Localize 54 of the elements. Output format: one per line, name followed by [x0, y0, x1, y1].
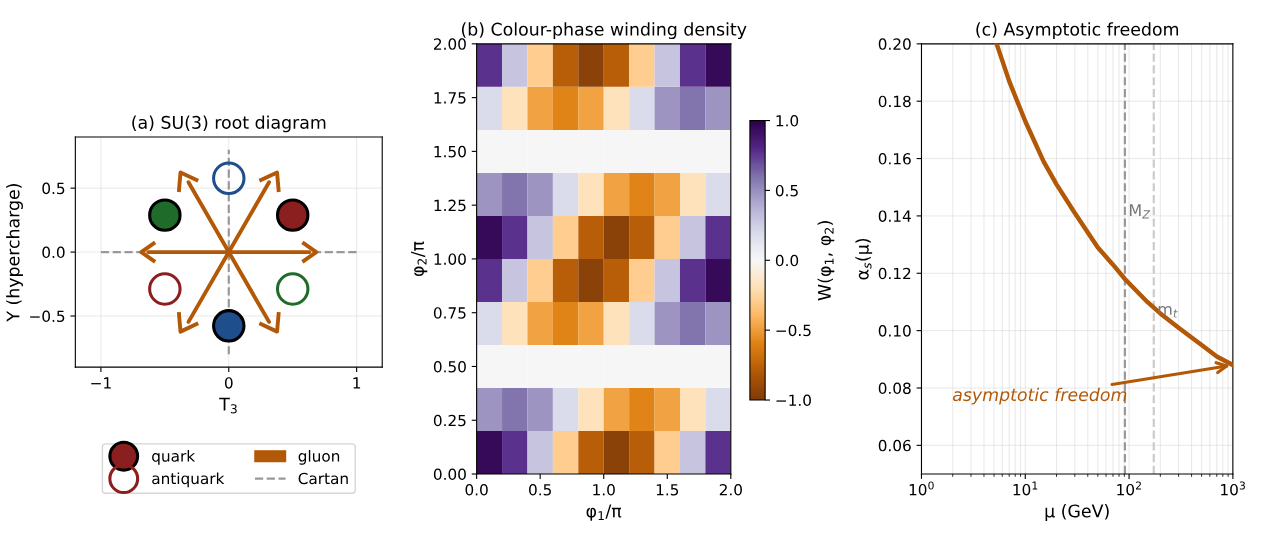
- x-axis-title: μ (GeV): [1045, 504, 1109, 521]
- color-bar-label: −1.0: [776, 394, 811, 407]
- ref-line-label: m$_{t}$: [1158, 305, 1178, 318]
- y-tick-label: −0.5: [30, 310, 65, 323]
- annotation: asymptotic freedom: [952, 387, 1127, 405]
- x-tick-label: 10$^{0}$: [909, 481, 934, 496]
- x-tick-label: 1.5: [656, 484, 679, 496]
- y-tick-label: 0.12: [878, 267, 911, 280]
- legend-label: Cartan: [298, 472, 348, 485]
- y-tick-label: 0.5: [42, 182, 65, 195]
- chart-title: (c) Asymptotic freedom: [976, 22, 1179, 40]
- y-tick-label: 0.50: [433, 360, 466, 373]
- y-tick-label: 0.14: [878, 210, 911, 222]
- x-tick-label: 2.0: [719, 484, 742, 496]
- y-tick-label: 0.20: [878, 38, 911, 50]
- y-axis-title: Y (hypercharge): [6, 184, 23, 322]
- y-tick-label: 0.25: [433, 414, 466, 427]
- x-tick-label: 10$^{2}$: [1117, 481, 1141, 496]
- y-tick-label: 0.18: [878, 95, 911, 108]
- x-tick-label: 0.0: [465, 484, 488, 496]
- x-tick-label: 1.0: [593, 484, 615, 496]
- x-tick-label: 1: [353, 377, 361, 389]
- x-tick-label: 10$^{1}$: [1013, 481, 1038, 496]
- x-tick-label: 10$^{3}$: [1221, 481, 1245, 496]
- y-tick-label: 1.00: [434, 253, 466, 265]
- y-tick-label: 0.75: [433, 307, 466, 319]
- color-bar-label: −0.5: [776, 324, 811, 337]
- x-axis-title: φ$_{1}$/π: [586, 504, 622, 521]
- y-axis-title: α$_{s}$(μ): [855, 238, 873, 280]
- x-tick-label: 0.5: [529, 484, 551, 496]
- y-tick-label: 0.0: [42, 246, 65, 259]
- y-tick-label: 1.50: [434, 145, 466, 158]
- legend-label: antiquark: [152, 472, 225, 488]
- y-tick-label: 0.08: [878, 382, 911, 395]
- y-axis-title: φ$_{2}$/π: [411, 241, 428, 277]
- y-tick-label: 0.00: [433, 468, 466, 481]
- legend-label: quark: [152, 449, 196, 465]
- color-bar-label: 0.0: [775, 254, 799, 267]
- y-tick-label: 0.16: [878, 153, 911, 165]
- x-tick-label: 0: [224, 377, 233, 389]
- color-bar-label: 0.5: [775, 184, 798, 197]
- ref-line-label: M$_{Z}$: [1129, 204, 1151, 219]
- y-tick-label: 1.75: [434, 92, 466, 104]
- y-tick-label: 2.00: [434, 38, 466, 50]
- y-tick-label: 0.10: [878, 325, 911, 337]
- legend-label: gluon: [298, 449, 340, 465]
- y-tick-label: 1.25: [434, 199, 466, 212]
- color-bar-label: 1.0: [776, 115, 799, 127]
- x-tick-label: −1: [91, 377, 111, 389]
- chart-title: (b) Colour-phase winding density: [461, 22, 747, 40]
- chart-title: (a) SU(3) root diagram: [132, 115, 326, 133]
- y-tick-label: 0.06: [878, 439, 911, 452]
- color-bar-title: W(φ$_{1}$, φ$_{2}$): [817, 221, 835, 301]
- x-axis-title: T$_{3}$: [219, 397, 237, 414]
